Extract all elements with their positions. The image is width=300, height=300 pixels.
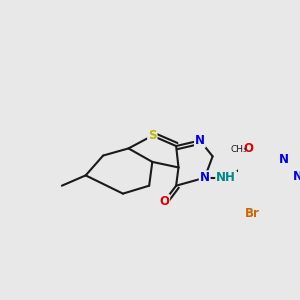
Text: S: S xyxy=(148,129,157,142)
Text: Br: Br xyxy=(245,207,260,220)
Text: O: O xyxy=(159,195,169,208)
Text: CH₃: CH₃ xyxy=(230,146,247,154)
Text: N: N xyxy=(279,153,289,166)
Text: N: N xyxy=(195,134,205,147)
Text: O: O xyxy=(243,142,253,155)
Text: N: N xyxy=(292,170,300,184)
Text: N: N xyxy=(200,171,210,184)
Text: NH: NH xyxy=(216,171,236,184)
